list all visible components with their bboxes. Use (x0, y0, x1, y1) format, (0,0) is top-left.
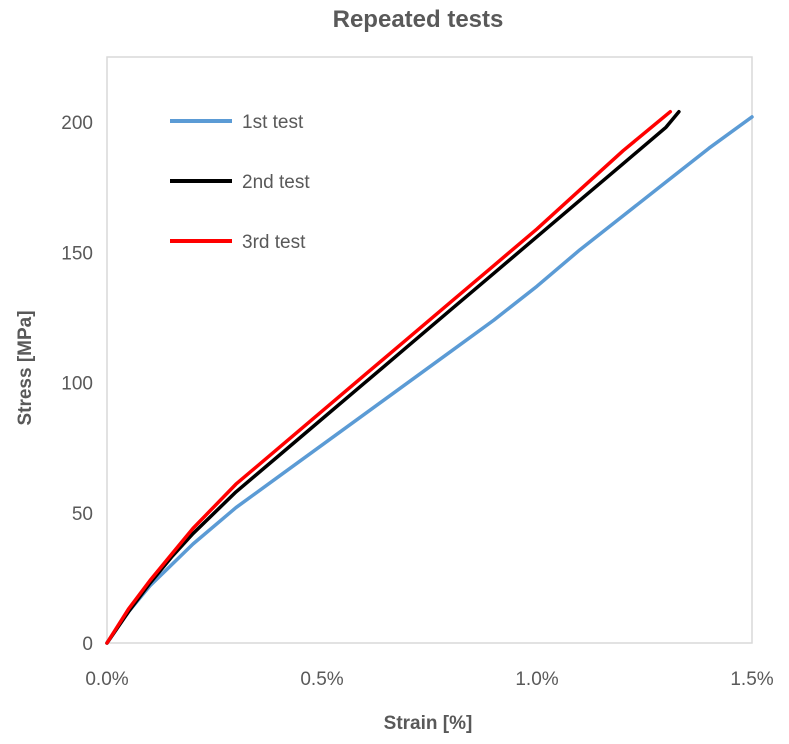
y-tick-label: 100 (61, 374, 93, 395)
legend-label-1: 1st test (242, 112, 304, 133)
legend-label-3: 3rd test (242, 232, 306, 253)
x-tick-label: 0.0% (85, 669, 128, 690)
y-axis-label: Stress [MPa] (15, 310, 36, 425)
x-axis-label: Strain [%] (384, 713, 473, 734)
y-axis-ticks: 0 50 100 150 200 (61, 113, 93, 655)
x-tick-label: 1.0% (515, 669, 558, 690)
plot-area (106, 56, 753, 644)
series-line-3 (105, 109, 673, 645)
y-tick-label: 150 (61, 243, 93, 264)
y-tick-label: 50 (72, 504, 93, 525)
x-tick-label: 0.5% (300, 669, 343, 690)
x-tick-label: 1.5% (730, 669, 773, 690)
y-tick-label: 0 (82, 634, 93, 655)
y-tick-label: 200 (61, 113, 93, 134)
x-axis-ticks: 0.0% 0.5% 1.0% 1.5% (85, 669, 773, 690)
legend: 1st test 2nd test 3rd test (170, 112, 310, 253)
chart-title: Repeated tests (333, 6, 504, 33)
series-line-1 (105, 115, 754, 645)
legend-label-2: 2nd test (242, 172, 310, 193)
series-lines (105, 109, 754, 645)
